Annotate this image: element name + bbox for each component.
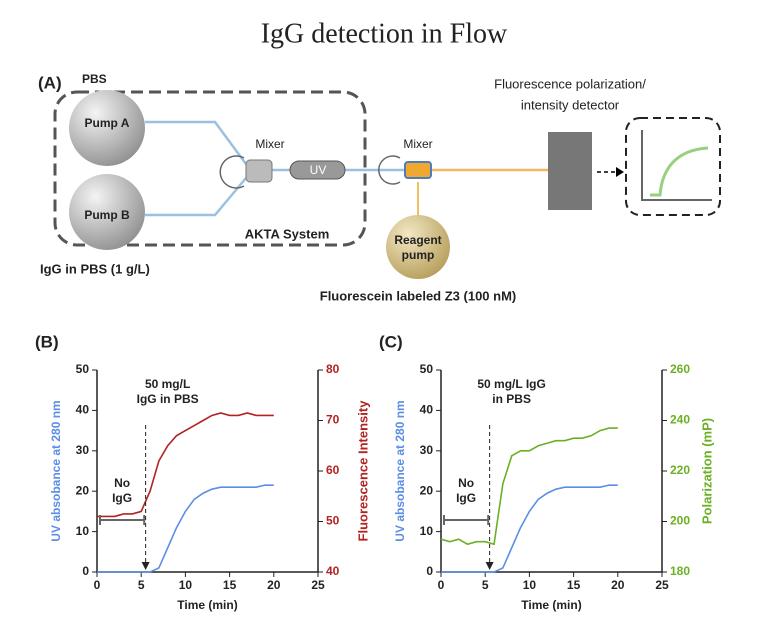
x-tick-label: 0	[438, 578, 445, 592]
mixer-arrow	[219, 155, 245, 189]
arrow	[616, 167, 624, 177]
y-tick-label: 10	[420, 524, 434, 538]
annotation: in PBS	[492, 392, 531, 406]
x-tick-label: 25	[311, 578, 325, 592]
label: Pump B	[84, 208, 130, 222]
y2-tick-label: 200	[670, 514, 690, 528]
y-tick-label: 40	[420, 403, 434, 417]
panel-label: (A)	[38, 73, 62, 92]
x-tick-label: 0	[94, 578, 101, 592]
annotation: No	[458, 476, 474, 490]
detector	[548, 132, 592, 210]
y2-tick-label: 220	[670, 463, 690, 477]
y-tick-label: 20	[76, 483, 90, 497]
arrow-head	[141, 562, 150, 570]
axis-line	[96, 370, 319, 573]
output-curve	[650, 146, 709, 197]
y-tick-label: 30	[420, 443, 434, 457]
label: Pump A	[85, 116, 130, 130]
series-line	[441, 484, 618, 573]
label: IgG in PBS (1 g/L)	[40, 261, 150, 276]
y2-tick-label: 180	[670, 564, 690, 578]
output-box	[625, 117, 721, 216]
y-tick-label: 50	[420, 362, 434, 376]
y-axis-label: UV absobance at 280 nm	[393, 400, 407, 541]
system-box	[53, 90, 367, 247]
y2-tick-label: 60	[326, 463, 340, 477]
series-line	[440, 427, 618, 546]
y2-tick-label: 240	[670, 413, 690, 427]
x-tick-label: 20	[267, 578, 281, 592]
range-bracket	[443, 515, 490, 525]
y-tick-label: 10	[76, 524, 90, 538]
x-tick-label: 10	[523, 578, 537, 592]
series-line	[97, 484, 274, 573]
label: Mixer	[403, 137, 432, 151]
x-tick-label: 5	[138, 578, 145, 592]
annotation: No	[114, 476, 130, 490]
annotation: 50 mg/L IgG	[477, 377, 545, 391]
panel-label: (B)	[35, 332, 59, 351]
label: intensity detector	[521, 97, 620, 112]
y2-tick-label: 80	[326, 362, 340, 376]
label: Reagent	[394, 233, 441, 247]
pump	[69, 90, 145, 166]
x-tick-label: 20	[611, 578, 625, 592]
x-axis-label: Time (min)	[521, 598, 581, 612]
label: AKTA System	[245, 226, 330, 241]
y-axis-label: UV absobance at 280 nm	[49, 400, 63, 541]
tubing	[145, 120, 405, 217]
label: UV	[310, 163, 327, 177]
annotation: IgG	[112, 491, 132, 505]
y2-axis-label: Polarization (mP)	[699, 418, 714, 524]
x-tick-label: 5	[482, 578, 489, 592]
y2-tick-label: 50	[326, 514, 340, 528]
uv-cell	[289, 160, 346, 180]
x-tick-label: 15	[567, 578, 581, 592]
figure-title: IgG detection in Flow	[261, 18, 508, 49]
y-tick-label: 50	[76, 362, 90, 376]
pump	[69, 174, 145, 250]
y2-tick-label: 40	[326, 564, 340, 578]
y2-tick-label: 260	[670, 362, 690, 376]
y-tick-label: 40	[76, 403, 90, 417]
mixer	[245, 159, 273, 183]
mixer	[404, 161, 432, 179]
series-line	[97, 412, 274, 518]
x-tick-label: 25	[655, 578, 669, 592]
label: PBS	[82, 72, 107, 86]
y2-axis-label: Fluorescence Intensity	[355, 400, 370, 542]
annotation: IgG in PBS	[137, 392, 199, 406]
label: Mixer	[255, 137, 284, 151]
annotation: 50 mg/L	[145, 377, 190, 391]
y-tick-label: 20	[420, 483, 434, 497]
arrow-head	[485, 562, 494, 570]
output-axes	[641, 130, 712, 201]
panel-label: (C)	[379, 332, 403, 351]
label: Fluorescence polarization/	[494, 76, 646, 91]
y-tick-label: 0	[82, 564, 89, 578]
y2-tick-label: 70	[326, 413, 340, 427]
y-tick-label: 0	[426, 564, 433, 578]
x-axis-label: Time (min)	[177, 598, 237, 612]
label: pump	[402, 248, 435, 262]
label: Fluorescein labeled Z3 (100 nM)	[320, 288, 517, 303]
mixer-arrow	[378, 155, 401, 185]
x-tick-label: 15	[223, 578, 237, 592]
diagram: (A) PBS Pump A Pump B Mixer UV AKTA Syst…	[38, 72, 721, 303]
y-tick-label: 30	[76, 443, 90, 457]
annotation: IgG	[456, 491, 476, 505]
x-tick-label: 10	[179, 578, 193, 592]
reagent-pump	[386, 215, 450, 279]
range-bracket	[99, 515, 146, 525]
